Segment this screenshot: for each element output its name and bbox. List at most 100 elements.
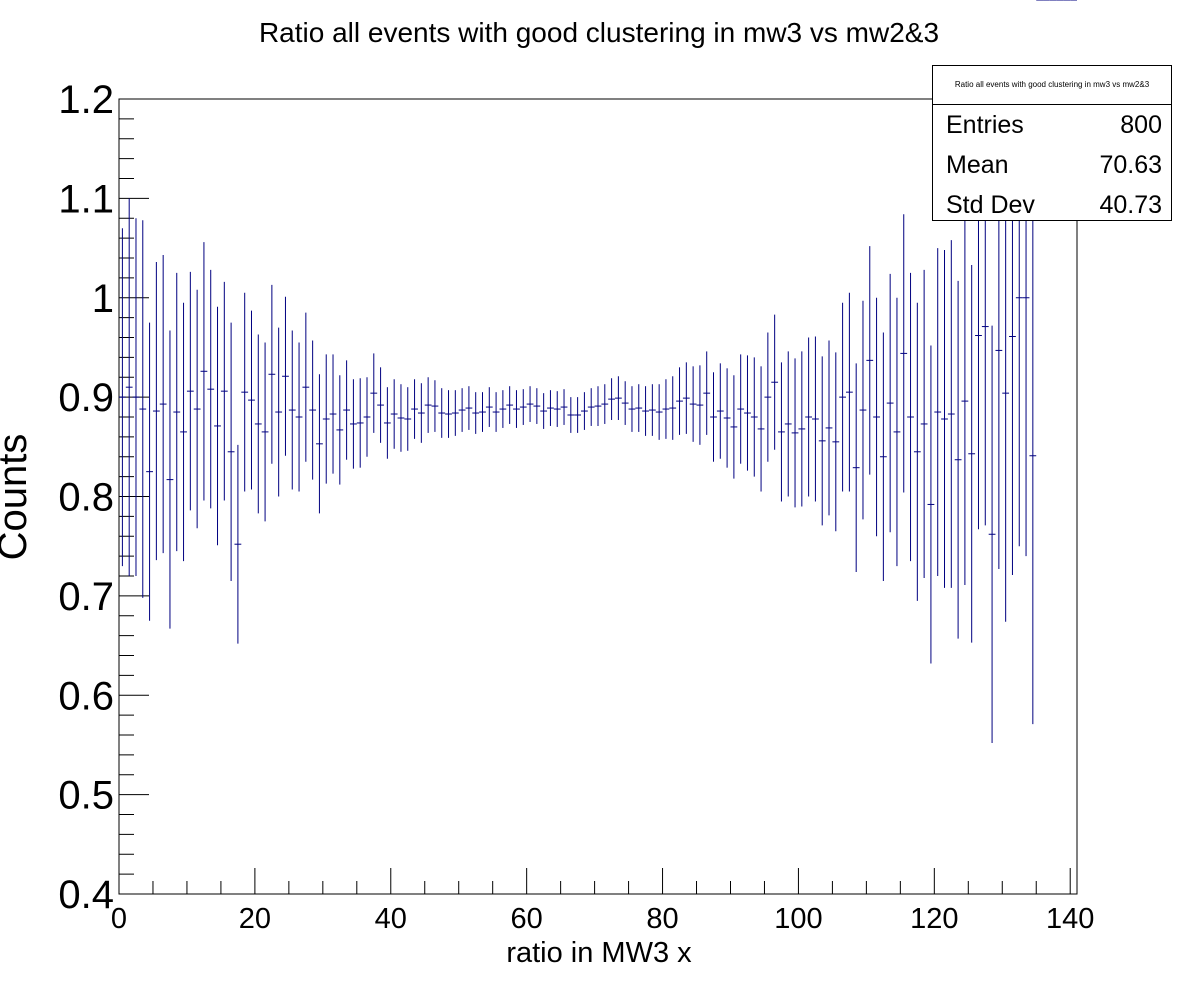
data-point xyxy=(241,292,249,492)
data-point xyxy=(839,302,846,492)
data-point xyxy=(485,387,493,427)
data-point xyxy=(458,388,466,432)
x-axis: 0 20 40 60 80 100 120 140 xyxy=(111,868,1094,935)
data-point xyxy=(411,379,418,439)
data-point xyxy=(757,366,765,492)
stddev-value: 40.73 xyxy=(1099,190,1162,219)
data-point xyxy=(703,351,711,435)
data-point xyxy=(166,330,174,629)
x-tick-label: 140 xyxy=(1046,903,1094,935)
data-point xyxy=(723,368,731,468)
y-axis: 0.4 0.5 0.6 0.7 0.8 0.9 1 1.1 1.2 xyxy=(58,78,149,917)
data-point xyxy=(893,297,901,567)
y-axis-label: Counts xyxy=(0,434,35,561)
data-point xyxy=(778,362,785,502)
data-point xyxy=(1029,187,1037,725)
x-tick-label: 60 xyxy=(511,903,543,935)
data-point xyxy=(866,246,874,475)
data-point xyxy=(404,387,412,451)
y-tick-label: 0.8 xyxy=(58,476,114,520)
data-point xyxy=(927,345,935,664)
data-point xyxy=(818,356,826,526)
data-point xyxy=(506,386,514,424)
data-point xyxy=(669,376,677,440)
data-point xyxy=(288,330,296,490)
stats-row-entries: Entries 800 xyxy=(933,105,1171,145)
y-tick-label: 0.6 xyxy=(58,674,114,718)
data-point xyxy=(710,372,717,462)
data-point xyxy=(261,342,269,522)
data-point xyxy=(737,354,745,464)
data-point xyxy=(608,378,615,420)
data-point xyxy=(513,390,520,428)
data-point xyxy=(805,337,813,497)
data-point xyxy=(730,375,738,479)
data-point xyxy=(954,280,962,639)
data-point xyxy=(574,397,582,433)
data-point xyxy=(390,379,398,449)
data-point xyxy=(581,392,588,430)
data-point xyxy=(350,379,357,469)
data-point xyxy=(832,352,840,532)
data-point xyxy=(125,198,133,576)
data-point xyxy=(587,388,595,426)
data-point xyxy=(798,351,806,507)
data-point xyxy=(295,342,303,492)
y-tick-label: 1 xyxy=(92,277,114,321)
data-point xyxy=(254,334,262,514)
data-point xyxy=(356,378,364,468)
data-point xyxy=(601,384,609,424)
data-point xyxy=(553,391,561,427)
data-point xyxy=(628,386,636,432)
data-point xyxy=(152,261,160,561)
stats-title: Ratio all events with good clustering in… xyxy=(933,66,1171,105)
data-point xyxy=(540,393,548,429)
data-point xyxy=(132,218,140,576)
chart-title: Ratio all events with good clustering in… xyxy=(259,17,939,48)
data-point xyxy=(479,392,486,432)
entries-value: 800 xyxy=(1120,110,1162,139)
data-point xyxy=(791,358,799,508)
x-tick-label: 0 xyxy=(111,903,127,935)
data-point xyxy=(173,272,181,552)
data-point xyxy=(139,220,147,598)
data-point xyxy=(322,354,330,484)
data-point xyxy=(594,386,602,426)
data-point xyxy=(302,312,310,462)
data-point xyxy=(329,354,337,474)
data-point xyxy=(873,297,880,537)
data-point xyxy=(180,302,187,562)
data-point xyxy=(519,389,527,425)
data-point xyxy=(383,387,391,459)
data-point xyxy=(947,240,955,588)
data-point xyxy=(1002,164,1010,622)
data-point xyxy=(676,367,683,435)
data-point xyxy=(845,292,853,492)
data-point xyxy=(207,269,215,509)
data-point xyxy=(784,351,792,497)
data-point xyxy=(336,375,344,485)
stats-box: Ratio all events with good clustering in… xyxy=(932,65,1172,221)
data-point xyxy=(560,389,568,425)
data-point xyxy=(119,228,126,567)
data-point xyxy=(886,273,894,533)
data-point xyxy=(920,269,928,578)
x-axis-label: ratio in MW3 x xyxy=(506,937,692,969)
data-point xyxy=(879,332,887,581)
data-point xyxy=(662,379,670,439)
data-point xyxy=(771,314,779,450)
entries-label: Entries xyxy=(946,110,1024,139)
data-point xyxy=(968,264,976,643)
data-point xyxy=(567,397,575,433)
data-point xyxy=(499,390,507,428)
data-point xyxy=(451,390,459,436)
data-point xyxy=(200,242,208,501)
data-point xyxy=(961,217,969,585)
data-point xyxy=(146,322,153,621)
data-point xyxy=(445,390,452,438)
y-tick-label: 1.2 xyxy=(58,78,114,122)
y-tick-label: 0.7 xyxy=(58,575,114,619)
data-point xyxy=(309,340,317,480)
data-point xyxy=(377,367,384,443)
data-point xyxy=(614,376,622,420)
